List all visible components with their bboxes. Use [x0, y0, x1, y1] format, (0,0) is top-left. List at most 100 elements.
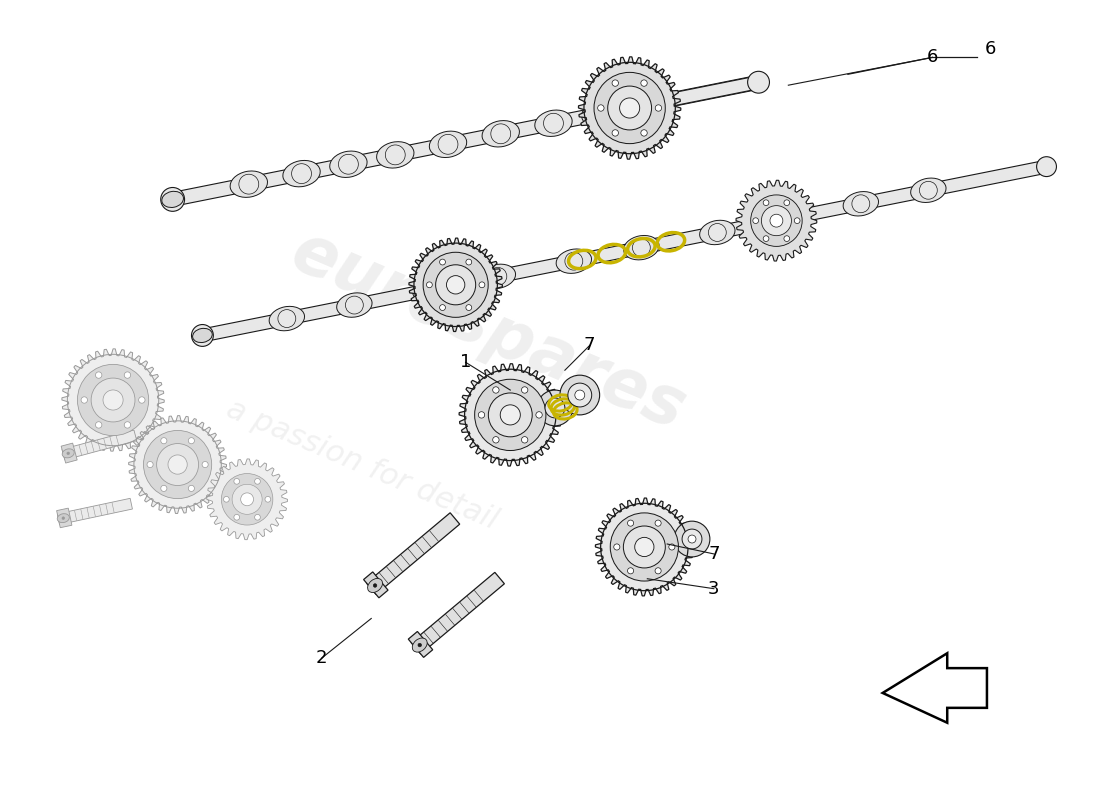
Text: a passion for detail: a passion for detail [222, 394, 503, 535]
Ellipse shape [337, 293, 372, 318]
Ellipse shape [57, 514, 69, 522]
Circle shape [67, 452, 69, 454]
Circle shape [493, 437, 499, 443]
Ellipse shape [270, 306, 305, 330]
Circle shape [292, 164, 311, 183]
Circle shape [188, 486, 195, 491]
Ellipse shape [63, 449, 74, 458]
Circle shape [124, 372, 131, 378]
Ellipse shape [582, 101, 619, 127]
Ellipse shape [412, 638, 427, 652]
Circle shape [491, 124, 510, 144]
Ellipse shape [162, 191, 184, 207]
Circle shape [62, 517, 65, 519]
Circle shape [594, 72, 666, 144]
Circle shape [708, 223, 726, 242]
Ellipse shape [557, 249, 592, 274]
Circle shape [784, 236, 790, 242]
Circle shape [418, 643, 421, 647]
Circle shape [239, 174, 258, 194]
Circle shape [521, 386, 528, 393]
Circle shape [682, 529, 702, 549]
Circle shape [478, 282, 485, 288]
Circle shape [278, 310, 296, 327]
Circle shape [124, 422, 131, 428]
Circle shape [440, 305, 446, 310]
Circle shape [1036, 157, 1056, 177]
Circle shape [254, 514, 261, 520]
Polygon shape [366, 513, 460, 594]
Circle shape [234, 514, 240, 520]
Circle shape [610, 513, 679, 581]
Circle shape [770, 214, 783, 227]
Circle shape [654, 568, 661, 574]
Polygon shape [56, 508, 72, 528]
Ellipse shape [481, 264, 516, 289]
Circle shape [168, 455, 187, 474]
Circle shape [627, 520, 634, 526]
Circle shape [161, 486, 167, 491]
Ellipse shape [535, 110, 572, 137]
Circle shape [654, 520, 661, 526]
Ellipse shape [624, 235, 659, 260]
Circle shape [761, 206, 791, 236]
Circle shape [752, 218, 759, 223]
Circle shape [81, 397, 88, 403]
Circle shape [478, 412, 485, 418]
Polygon shape [207, 459, 287, 540]
Circle shape [188, 438, 195, 444]
Circle shape [373, 584, 377, 587]
Polygon shape [62, 430, 136, 460]
Text: 6: 6 [984, 41, 997, 58]
Polygon shape [129, 416, 227, 514]
Circle shape [265, 497, 271, 502]
Circle shape [612, 130, 618, 136]
Circle shape [436, 265, 475, 305]
Ellipse shape [330, 151, 367, 178]
Circle shape [96, 422, 102, 428]
Circle shape [191, 325, 213, 346]
Circle shape [202, 462, 208, 468]
Circle shape [103, 390, 123, 410]
Circle shape [223, 497, 229, 502]
Polygon shape [882, 654, 987, 722]
Circle shape [763, 200, 769, 206]
Ellipse shape [283, 161, 320, 187]
Circle shape [424, 252, 488, 318]
Circle shape [543, 114, 563, 133]
Circle shape [221, 474, 273, 525]
Circle shape [748, 71, 770, 93]
Circle shape [575, 390, 585, 400]
Circle shape [763, 236, 769, 242]
Circle shape [161, 438, 167, 444]
Circle shape [635, 538, 654, 557]
Circle shape [669, 544, 675, 550]
Ellipse shape [412, 278, 448, 302]
Circle shape [920, 182, 937, 199]
Circle shape [591, 104, 611, 124]
Polygon shape [459, 364, 561, 466]
Circle shape [536, 412, 542, 418]
Circle shape [851, 195, 870, 213]
Circle shape [139, 397, 145, 403]
Circle shape [493, 386, 499, 393]
Text: 7: 7 [708, 545, 719, 563]
Polygon shape [736, 180, 817, 261]
Circle shape [784, 200, 790, 206]
Circle shape [488, 267, 507, 286]
Ellipse shape [376, 142, 414, 168]
Circle shape [537, 390, 573, 426]
Circle shape [521, 437, 528, 443]
Circle shape [466, 305, 472, 310]
Circle shape [568, 383, 592, 407]
Circle shape [565, 252, 583, 270]
Text: 3: 3 [708, 580, 719, 598]
Circle shape [234, 478, 240, 484]
Circle shape [339, 154, 359, 174]
Circle shape [612, 80, 618, 86]
Text: 7: 7 [584, 336, 595, 354]
Polygon shape [172, 75, 760, 206]
Circle shape [143, 430, 211, 498]
Circle shape [750, 195, 802, 246]
Text: 6: 6 [926, 48, 938, 66]
